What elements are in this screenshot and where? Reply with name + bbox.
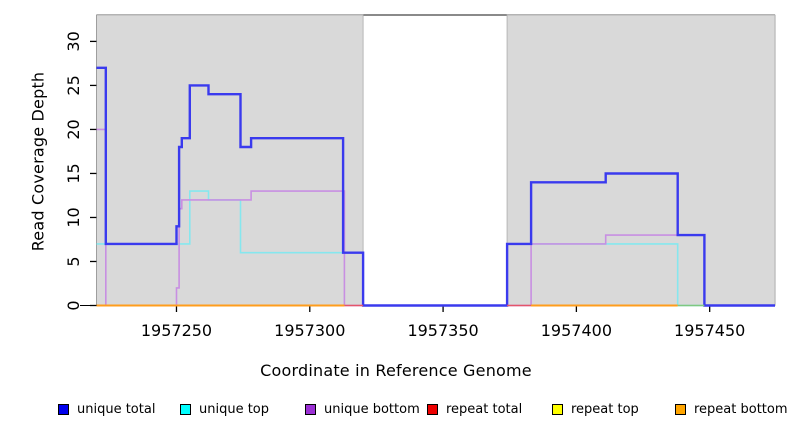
- legend-item-repeat-bottom: repeat bottom: [675, 399, 788, 419]
- y-tick-label: 5: [64, 256, 83, 266]
- legend-label: repeat bottom: [694, 401, 788, 417]
- shaded-repeat-region: [96, 14, 364, 306]
- legend-item-unique-top: unique top: [180, 399, 269, 419]
- legend-swatch-unique-bottom: [305, 403, 316, 415]
- legend-item-repeat-total: repeat total: [427, 399, 522, 419]
- x-tick-label: 1957300: [274, 321, 345, 340]
- legend-swatch-repeat-top: [552, 403, 563, 415]
- x-tick-label: 1957400: [541, 321, 612, 340]
- legend-swatch-repeat-bottom: [675, 403, 686, 415]
- series-unique-bottom: [96, 128, 775, 307]
- x-tick-label: 1957250: [141, 321, 212, 340]
- y-tick-label: 15: [64, 163, 83, 183]
- legend-swatch-unique-top: [180, 403, 191, 415]
- y-tick-label: 10: [64, 207, 83, 227]
- shaded-repeat-region: [506, 14, 776, 306]
- legend-label: repeat total: [446, 401, 523, 417]
- y-tick-label: 30: [64, 31, 83, 51]
- legend-label: unique bottom: [324, 401, 420, 417]
- chart-legend: unique total unique top unique bottom repea…: [0, 399, 792, 421]
- legend-label: unique top: [199, 401, 270, 417]
- legend-swatch-unique-total: [58, 403, 69, 415]
- x-axis-title: Coordinate in Reference Genome: [260, 361, 532, 380]
- series-unique-total: [96, 66, 775, 307]
- x-tick-label: 1957450: [674, 321, 745, 340]
- x-tick-label: 1957350: [407, 321, 478, 340]
- legend-item-repeat-top: repeat top: [552, 399, 639, 419]
- y-tick-label: 25: [64, 75, 83, 95]
- legend-item-unique-bottom: unique bottom: [305, 399, 420, 419]
- y-tick-label: 0: [64, 300, 83, 310]
- legend-label: unique total: [77, 401, 156, 417]
- series-unique-top: [96, 190, 775, 307]
- legend-label: repeat top: [571, 401, 639, 417]
- legend-item-unique-total: unique total: [58, 399, 155, 419]
- legend-swatch-repeat-total: [427, 403, 438, 415]
- y-axis-title: Read Coverage Depth: [28, 71, 48, 252]
- y-tick-label: 20: [64, 119, 83, 139]
